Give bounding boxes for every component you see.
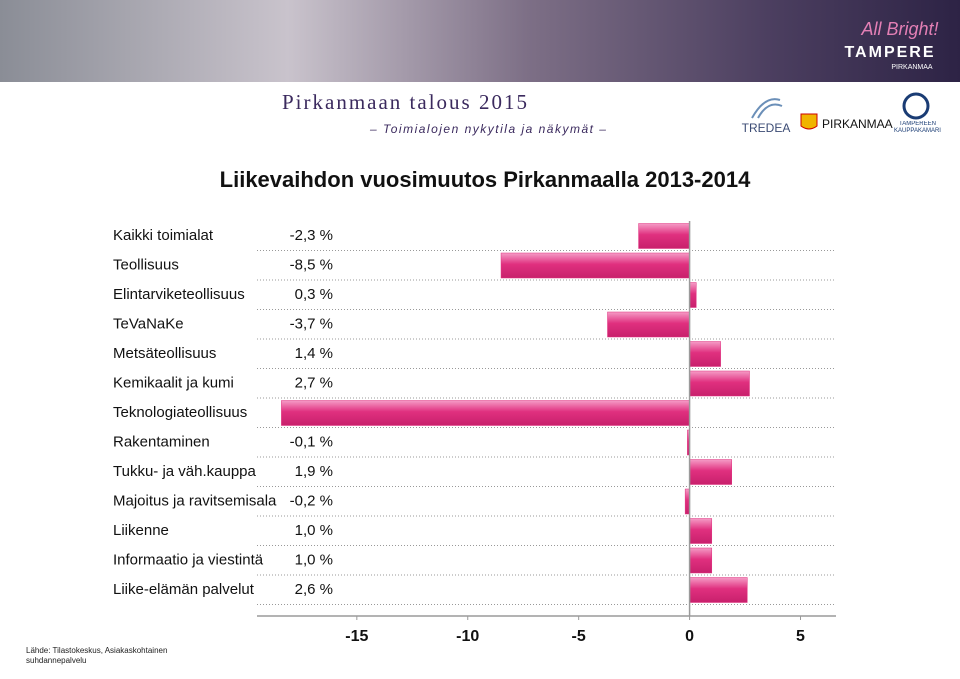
value-label: 1,0 % (295, 522, 333, 539)
logo-city: TAMPERE (844, 44, 935, 61)
value-label: 2,6 % (295, 581, 333, 598)
category-label: TeVaNaKe (113, 315, 184, 332)
value-label: -3,7 % (290, 315, 333, 332)
category-label: Liike-elämän palvelut (113, 581, 255, 598)
x-tick-label: -5 (572, 628, 586, 645)
tredea-icon (751, 98, 783, 119)
logo-pirkanmaa: PIRKANMAA (822, 117, 893, 131)
x-tick-label: 5 (796, 628, 805, 645)
category-label: Metsäteollisuus (113, 345, 216, 362)
category-label: Majoitus ja ravitsemisala (113, 492, 277, 509)
logo-chamber-box: TAMPEREEN KAUPPAKAMARI (894, 121, 941, 134)
header-title: Pirkanmaan talous 2015 (282, 90, 529, 114)
x-tick-label: -15 (345, 628, 368, 645)
category-label: Informaatio ja viestintä (113, 551, 264, 568)
pirkanmaa-icon (800, 113, 818, 130)
logo-slogan: All Bright! (860, 19, 938, 39)
category-label: Kaikki toimialat (113, 227, 214, 244)
chart-title: Liikevaihdon vuosimuutos Pirkanmaalla 20… (220, 167, 751, 192)
value-label: 1,4 % (295, 345, 333, 362)
x-tick-label: -10 (456, 628, 479, 645)
logo-city-region: PIRKANMAA (891, 64, 933, 71)
logo-tredea: TREDEA (742, 121, 791, 135)
bar (689, 341, 721, 367)
bar (607, 311, 690, 338)
category-label: Elintarviketeollisuus (113, 286, 245, 303)
header-photo (0, 0, 960, 82)
value-label: 1,9 % (295, 463, 333, 480)
header-subtitle: – Toimialojen nykytila ja näkymät – (369, 122, 607, 136)
value-label: -2,3 % (290, 227, 333, 244)
category-label: Rakentaminen (113, 433, 210, 450)
source-note: Lähde: Tilastokeskus, Asiakaskohtainen s… (26, 646, 168, 665)
value-label: 2,7 % (295, 374, 333, 391)
category-label: Tukku- ja väh.kauppa (113, 463, 257, 480)
bar (689, 459, 732, 485)
logo-chamber: TAMPEREEN KAUPPAKAMARI (894, 121, 941, 134)
category-label: Teknologiateollisuus (113, 404, 247, 421)
bar (689, 518, 713, 544)
chamber-icon (902, 92, 930, 120)
category-label: Liikenne (113, 522, 169, 539)
bar (500, 252, 690, 279)
value-label: -8,5 % (290, 256, 333, 273)
bar (689, 547, 713, 574)
bar (689, 282, 697, 308)
header-band (0, 82, 960, 146)
value-label: 1,0 % (295, 551, 333, 568)
bar (281, 400, 690, 426)
value-label: 0,3 % (295, 286, 333, 303)
bar (638, 223, 690, 249)
bar (689, 370, 750, 397)
value-label: -0,1 % (290, 433, 333, 450)
category-label: Kemikaalit ja kumi (113, 374, 234, 391)
x-tick-label: 0 (685, 628, 694, 645)
value-label: -0,2 % (290, 492, 333, 509)
category-label: Teollisuus (113, 256, 179, 273)
bar (689, 577, 748, 603)
